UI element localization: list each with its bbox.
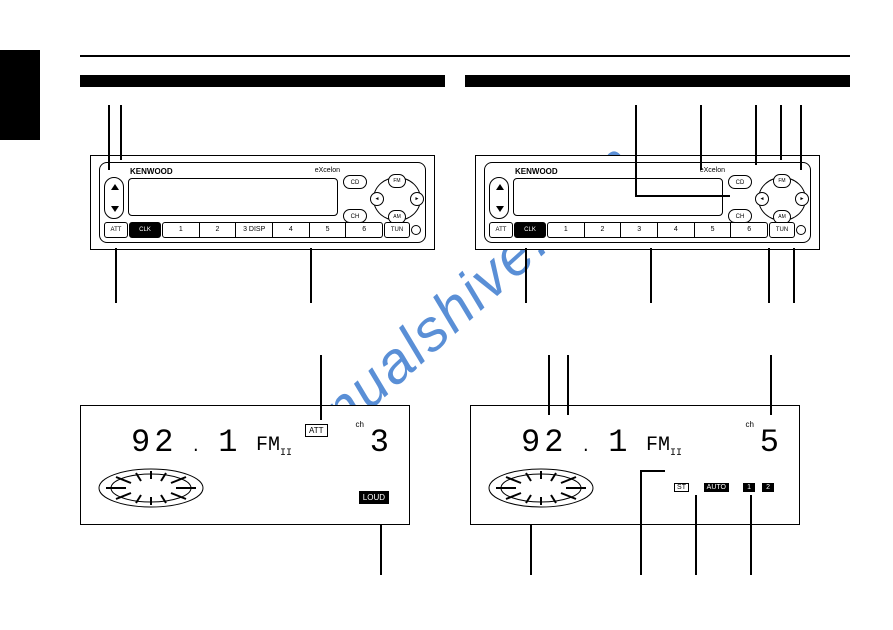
fm-button[interactable]: FM <box>388 174 406 188</box>
band-indicator: FMII <box>256 434 292 459</box>
callout-line <box>768 248 770 303</box>
bottom-button-row: ATT CLK 1 2 3 DISP 4 5 6 TUN <box>104 222 421 238</box>
section-header-right <box>465 75 850 87</box>
auto-indicator: AUTO <box>704 483 729 492</box>
volume-rocker[interactable] <box>489 177 509 219</box>
callout-line <box>567 355 569 415</box>
preset-row: 1 2 3 DISP 4 5 6 <box>162 222 383 238</box>
speaker-graphic-icon <box>96 467 206 509</box>
clk-button[interactable]: CLK <box>514 222 546 238</box>
tun-button[interactable]: TUN <box>384 222 410 238</box>
seek-left-button[interactable]: ◄ <box>755 192 769 206</box>
brand-label: KENWOOD <box>515 167 558 176</box>
lcd-window <box>128 178 338 216</box>
callout-line <box>640 470 642 497</box>
top-divider <box>80 55 850 57</box>
preset-4[interactable]: 4 <box>658 223 695 237</box>
callout-line <box>793 248 795 303</box>
callout-line <box>695 495 697 575</box>
callout-line <box>525 248 527 303</box>
page-sidebar-marker <box>0 50 40 140</box>
model-label: eXcelon <box>700 167 725 174</box>
radio-inner-frame: KENWOOD eXcelon CD CH FM AM ◄ ► ATT CLK … <box>99 162 426 243</box>
bank1-indicator: 1 <box>743 483 755 492</box>
att-indicator: ATT <box>305 424 328 437</box>
bank2-indicator: 2 <box>762 483 774 492</box>
preset-3[interactable]: 3 DISP <box>236 223 273 237</box>
section-header-left <box>80 75 445 87</box>
preset-number: 5 <box>760 424 779 461</box>
bottom-button-row: ATT CLK 1 2 3 4 5 6 TUN <box>489 222 806 238</box>
reset-button[interactable] <box>796 225 806 235</box>
preset-6[interactable]: 6 <box>731 223 767 237</box>
callout-line <box>800 105 802 170</box>
speaker-graphic-icon <box>486 467 596 509</box>
model-label: eXcelon <box>315 167 340 174</box>
callout-line <box>120 105 122 160</box>
callout-line <box>320 355 322 420</box>
preset-4[interactable]: 4 <box>273 223 310 237</box>
ch-label: ch <box>746 420 754 429</box>
callout-line <box>770 355 772 415</box>
callout-line <box>700 105 702 170</box>
lcd-window <box>513 178 723 216</box>
preset-1[interactable]: 1 <box>163 223 200 237</box>
callout-line <box>640 470 665 472</box>
fm-button[interactable]: FM <box>773 174 791 188</box>
preset-3[interactable]: 3 <box>621 223 658 237</box>
callout-line <box>380 525 382 575</box>
callout-line <box>115 248 117 303</box>
att-button[interactable]: ATT <box>104 222 128 238</box>
callout-line <box>635 195 730 197</box>
preset-row: 1 2 3 4 5 6 <box>547 222 768 238</box>
att-button[interactable]: ATT <box>489 222 513 238</box>
lcd-display-left: 92 . 1 FMII ATT ch 3 LOUD <box>80 405 410 525</box>
callout-line <box>108 105 110 170</box>
preset-2[interactable]: 2 <box>200 223 237 237</box>
cd-button[interactable]: CD <box>343 175 367 189</box>
tun-button[interactable]: TUN <box>769 222 795 238</box>
seek-left-button[interactable]: ◄ <box>370 192 384 206</box>
seek-right-button[interactable]: ► <box>795 192 809 206</box>
seek-right-button[interactable]: ► <box>410 192 424 206</box>
frequency-readout: 92 . 1 <box>131 424 241 461</box>
callout-line <box>548 355 550 415</box>
callout-line <box>780 105 782 160</box>
preset-6[interactable]: 6 <box>346 223 382 237</box>
callout-line <box>650 248 652 303</box>
preset-number: 3 <box>370 424 389 461</box>
radio-faceplate-right: KENWOOD eXcelon CD CH FM AM ◄ ► ATT CLK … <box>475 155 820 250</box>
right-controls: CD CH FM AM ◄ ► <box>728 175 806 223</box>
callout-line <box>635 105 637 197</box>
stereo-indicator: ST <box>674 483 689 492</box>
preset-1[interactable]: 1 <box>548 223 585 237</box>
radio-inner-frame: KENWOOD eXcelon CD CH FM AM ◄ ► ATT CLK … <box>484 162 811 243</box>
frequency-readout: 92 . 1 <box>521 424 631 461</box>
preset-5[interactable]: 5 <box>695 223 732 237</box>
callout-line <box>750 495 752 575</box>
loud-indicator: LOUD <box>359 491 389 504</box>
ch-button[interactable]: CH <box>728 209 752 223</box>
cd-button[interactable]: CD <box>728 175 752 189</box>
tuning-cluster: FM AM ◄ ► <box>758 177 806 221</box>
tuning-cluster: FM AM ◄ ► <box>373 177 421 221</box>
reset-button[interactable] <box>411 225 421 235</box>
ch-button[interactable]: CH <box>343 209 367 223</box>
volume-rocker[interactable] <box>104 177 124 219</box>
preset-2[interactable]: 2 <box>585 223 622 237</box>
callout-line <box>530 525 532 575</box>
callout-line <box>310 248 312 303</box>
callout-line <box>755 105 757 165</box>
brand-label: KENWOOD <box>130 167 173 176</box>
preset-5[interactable]: 5 <box>310 223 347 237</box>
right-controls: CD CH FM AM ◄ ► <box>343 175 421 223</box>
callout-line <box>640 495 642 575</box>
clk-button[interactable]: CLK <box>129 222 161 238</box>
band-indicator: FMII <box>646 434 682 459</box>
radio-faceplate-left: KENWOOD eXcelon CD CH FM AM ◄ ► ATT CLK … <box>90 155 435 250</box>
ch-label: ch <box>356 420 364 429</box>
